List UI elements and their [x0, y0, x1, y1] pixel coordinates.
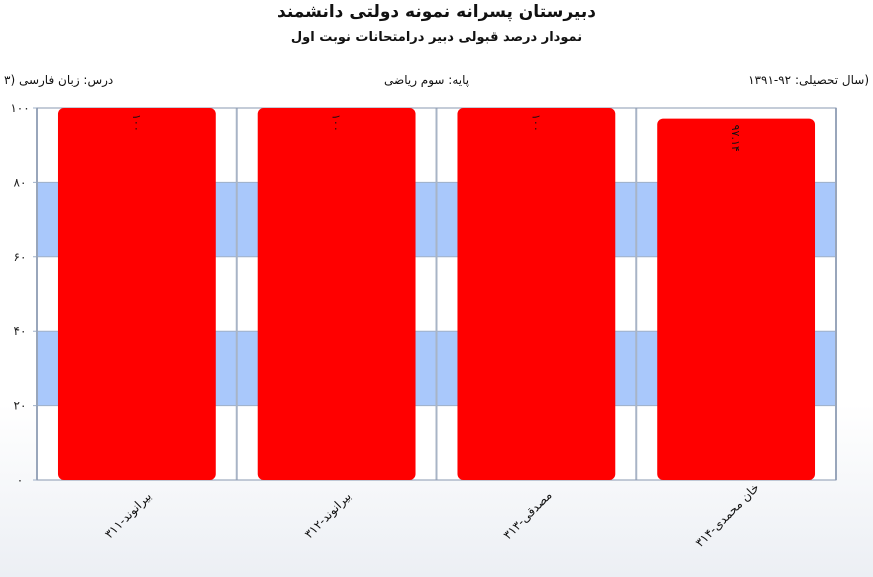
data-label: ۱۰۰ — [330, 114, 343, 132]
y-tick-label: ۶۰ — [14, 250, 27, 264]
data-label: ۱۰۰ — [130, 114, 143, 132]
x-tick-label: بیرانوند-۳۱۱ — [102, 489, 155, 542]
plot-frame — [36, 107, 837, 481]
y-tick-label: ۰ — [17, 473, 23, 487]
x-tick-label: خان محمدی-۳۱۴ — [693, 480, 762, 549]
y-tick-label: ۴۰ — [14, 324, 27, 338]
bar — [457, 108, 616, 480]
y-tick-label: ۸۰ — [14, 175, 27, 189]
bar — [257, 108, 416, 480]
bar — [657, 118, 816, 481]
x-tick-label: بیرانوند-۳۱۲ — [302, 489, 355, 542]
chart-title: دبیرستان پسرانه نمونه دولتی دانشمند — [277, 2, 596, 22]
school-year-label: (سال تحصیلی: ۹۲-۱۳۹۱ — [748, 73, 869, 87]
grade-label: پایه: سوم ریاضی — [384, 73, 470, 87]
y-tick-label: ۲۰ — [14, 399, 27, 413]
data-label: ۹۷.۱۴ — [729, 125, 742, 152]
x-tick-label: مصدقی-۳۱۳ — [500, 488, 554, 542]
y-tick-label: ۱۰۰ — [10, 101, 29, 115]
data-label: ۱۰۰ — [529, 114, 542, 132]
bar — [57, 108, 216, 480]
course-label: درس: زبان فارسی (۳ — [4, 73, 114, 87]
chart-subtitle: نمودار درصد قبولی دبیر درامتحانات نوبت ا… — [290, 30, 583, 45]
